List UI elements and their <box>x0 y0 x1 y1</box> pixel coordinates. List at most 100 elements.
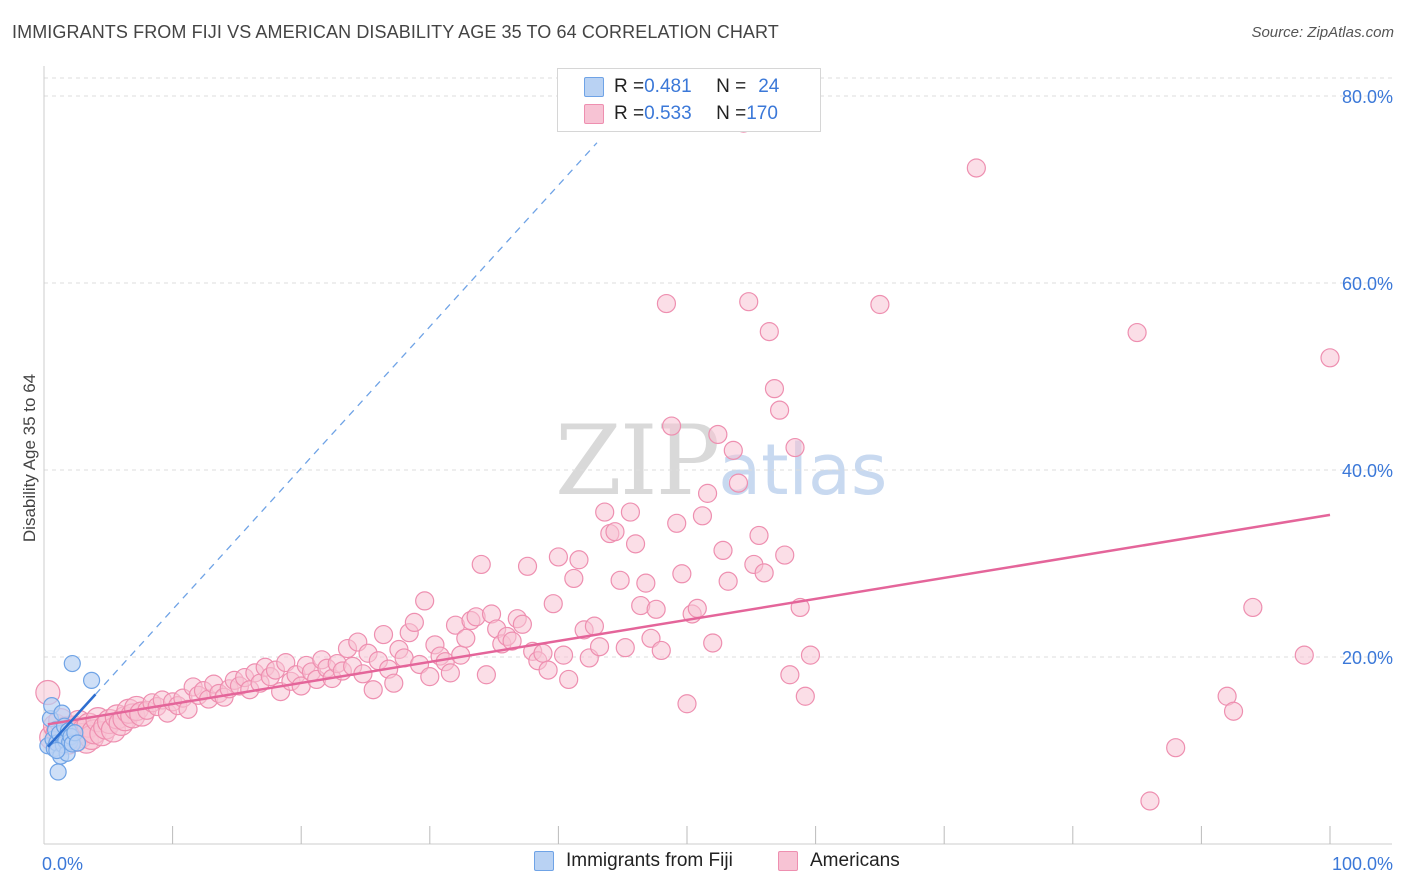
y-tick-label: 40.0% <box>1342 461 1393 481</box>
americans-point <box>543 594 563 614</box>
americans-point <box>363 680 383 700</box>
americans-point <box>512 614 532 634</box>
americans-point <box>966 158 986 178</box>
americans-point <box>440 663 460 683</box>
fiji-point <box>48 741 66 760</box>
x-tick-label-max: 100.0% <box>1332 854 1393 874</box>
americans-point <box>1166 738 1186 758</box>
fiji-r-value: 0.481 <box>644 76 692 97</box>
americans-point <box>610 570 630 590</box>
americans-point <box>564 568 584 589</box>
americans-point <box>605 522 625 542</box>
americans-point <box>672 564 692 584</box>
americans-swatch <box>584 104 604 124</box>
americans-point <box>870 294 890 315</box>
americans-point <box>764 379 785 399</box>
americans-point <box>548 547 569 567</box>
americans-point <box>559 669 579 690</box>
source-credit: Source: ZipAtlas.com <box>1251 24 1394 41</box>
americans-point <box>739 292 759 312</box>
americans-point <box>1320 348 1340 368</box>
americans-point <box>1223 701 1244 721</box>
americans-point <box>728 473 749 493</box>
legend-item-americans[interactable]: Americans <box>778 850 900 872</box>
x-tick-label-min: 0.0% <box>42 854 83 874</box>
americans-point <box>651 640 671 661</box>
americans-point <box>589 637 610 657</box>
americans-n-label: N = <box>716 103 747 124</box>
fiji-point <box>82 671 101 689</box>
americans-point <box>687 598 707 618</box>
americans-point <box>667 513 687 533</box>
americans-point <box>1127 322 1147 343</box>
americans-point <box>415 591 435 611</box>
americans-point <box>471 554 491 575</box>
americans-point <box>785 437 805 458</box>
americans-point <box>569 550 589 570</box>
americans-point <box>595 502 615 522</box>
americans-point <box>703 633 723 653</box>
fiji-legend-label: Immigrants from Fiji <box>566 850 733 871</box>
americans-point <box>759 322 779 342</box>
americans-point <box>723 440 743 460</box>
chart-title: IMMIGRANTS FROM FIJI VS AMERICAN DISABIL… <box>12 22 779 42</box>
y-tick-label: 80.0% <box>1342 87 1393 107</box>
americans-point <box>754 563 774 583</box>
watermark-zip: ZIP <box>555 405 720 517</box>
correlation-legend: R = 0.481 N = 24 R = 0.533 N = 170 <box>557 68 821 132</box>
americans-point <box>646 599 666 619</box>
americans-point <box>538 660 558 680</box>
americans-point <box>384 673 404 693</box>
americans-r-label: R = <box>614 103 645 124</box>
fiji-n-label: N = <box>716 76 747 97</box>
fiji-trend-line <box>46 693 97 748</box>
americans-point <box>780 665 800 685</box>
americans-point <box>713 540 733 561</box>
americans-point <box>769 400 790 420</box>
americans-legend-label: Americans <box>810 850 900 871</box>
americans-point <box>800 645 821 665</box>
americans-point <box>775 545 795 565</box>
americans-point <box>584 616 605 636</box>
fiji-legend-swatch <box>534 851 554 871</box>
fiji-point <box>63 654 81 673</box>
fiji-swatch <box>584 77 604 97</box>
americans-point <box>517 556 538 576</box>
fiji-r-label: R = <box>614 76 645 97</box>
americans-trend-line <box>47 513 1331 726</box>
americans-point <box>656 293 677 314</box>
americans-point <box>373 624 394 645</box>
americans-point <box>502 631 522 651</box>
americans-point <box>625 534 646 554</box>
y-tick-label: 20.0% <box>1342 648 1393 668</box>
americans-point <box>677 694 697 714</box>
americans-r-value: 0.533 <box>644 103 692 124</box>
axis-layer <box>43 66 1392 845</box>
americans-legend-swatch <box>778 851 798 871</box>
americans-point <box>1140 791 1160 811</box>
americans-point <box>795 686 815 706</box>
americans-point <box>1243 597 1263 618</box>
legend-row-americans: R = 0.533 N = 170 <box>584 102 778 126</box>
americans-point <box>697 483 718 503</box>
tick-labels: 20.0% 40.0% 60.0% 80.0% 0.0% 100.0% <box>42 87 1393 874</box>
americans-point <box>615 638 635 658</box>
trend-lines <box>46 142 1331 748</box>
fiji-point <box>49 763 67 781</box>
americans-point <box>456 628 476 648</box>
y-tick-label: 60.0% <box>1342 274 1393 294</box>
americans-n-value: 170 <box>746 103 778 124</box>
americans-point <box>749 525 769 546</box>
americans-point <box>661 416 682 436</box>
americans-point <box>620 502 641 522</box>
legend-row-fiji: R = 0.481 N = 24 <box>584 75 779 99</box>
americans-point <box>636 573 656 593</box>
series-legend: Immigrants from Fiji Americans <box>0 850 1406 878</box>
legend-item-fiji[interactable]: Immigrants from Fiji <box>534 850 733 872</box>
americans-point <box>1294 645 1314 665</box>
americans-point <box>420 667 440 687</box>
americans-points <box>35 113 1340 811</box>
americans-point <box>476 665 496 685</box>
fiji-n-value: 24 <box>758 76 780 97</box>
